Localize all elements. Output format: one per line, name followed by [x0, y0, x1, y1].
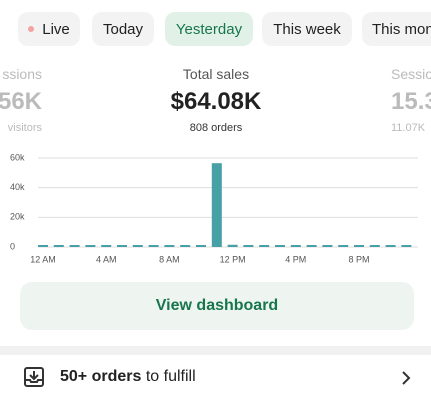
stat-right[interactable]: Sessio 15.3 11.07K: [391, 66, 431, 134]
inbox-icon: [24, 367, 44, 387]
task-bold: 50+ orders: [60, 368, 142, 385]
bar: [211, 163, 222, 247]
bar: [53, 245, 64, 247]
stat-value: $64.08K: [170, 88, 262, 115]
bar: [385, 245, 396, 247]
y-tick-label: 40k: [10, 182, 25, 192]
bar: [259, 245, 270, 247]
button-label: View dashboard: [155, 297, 279, 314]
bar: [227, 244, 238, 247]
stat-label: Total sales: [182, 66, 250, 82]
bar: [164, 245, 175, 247]
bar: [290, 245, 301, 247]
task-text: to fulfill: [145, 368, 196, 385]
chart: 0 20k 40k 60k 12 AM 4 AM 8 AM 12 PM 4 PM 8 PM: [10, 152, 418, 264]
bar: [148, 245, 159, 247]
stat-center[interactable]: Total sales $64.08K 808 orders: [116, 66, 316, 134]
x-tick-label: 12 AM: [30, 254, 56, 264]
tab-label: This week: [273, 20, 341, 38]
tab[interactable]: Yesterday: [165, 12, 253, 46]
y-tick-label: 60k: [10, 152, 25, 162]
bar: [101, 245, 112, 247]
task-row[interactable]: 50+ orders to fulfill: [60, 368, 196, 386]
stat-sub: 808 orders: [189, 122, 243, 134]
tab-label: Today: [102, 20, 144, 38]
stat-label: ssions: [2, 66, 42, 82]
stat-sub: 11.07K: [391, 122, 426, 134]
live-dot: [28, 26, 35, 32]
stat-value: 56K: [0, 88, 42, 115]
bar: [132, 245, 143, 247]
stat-left[interactable]: ssions 56K visitors: [0, 66, 42, 134]
chevron: [402, 371, 411, 385]
bar: [338, 245, 349, 247]
bar: [401, 245, 412, 247]
x-tick-label: 4 AM: [96, 254, 117, 264]
x-tick-label: 8 PM: [348, 254, 369, 264]
bar: [322, 245, 333, 247]
tab-label: This mon: [372, 20, 431, 38]
stat-sub: visitors: [7, 122, 42, 134]
y-tick-label: 0: [10, 241, 15, 251]
tab[interactable]: Today: [92, 12, 154, 46]
bar: [306, 245, 317, 247]
x-tick-label: 12 PM: [220, 254, 246, 264]
x-tick-label: 4 PM: [285, 254, 306, 264]
bar: [243, 245, 254, 247]
tab[interactable]: Live: [18, 12, 80, 46]
x-tick-label: 8 AM: [159, 254, 180, 264]
bar: [180, 245, 191, 247]
stat-label: Sessio: [391, 66, 431, 82]
bar: [275, 245, 285, 247]
bar: [369, 245, 380, 247]
stat-value: 15.3: [391, 88, 431, 115]
bar: [85, 245, 96, 247]
bar: [38, 245, 48, 247]
separator: [0, 346, 431, 355]
tab[interactable]: This mon: [362, 12, 431, 46]
tab-label: Yesterday: [175, 20, 243, 38]
tab-label: Live: [42, 20, 70, 38]
y-tick-label: 20k: [10, 212, 25, 222]
bar: [196, 245, 206, 247]
bar: [117, 245, 127, 247]
view-dashboard-button[interactable]: View dashboard: [20, 282, 414, 330]
bar: [354, 245, 364, 247]
tab[interactable]: This week: [262, 12, 352, 46]
bar: [69, 245, 80, 247]
